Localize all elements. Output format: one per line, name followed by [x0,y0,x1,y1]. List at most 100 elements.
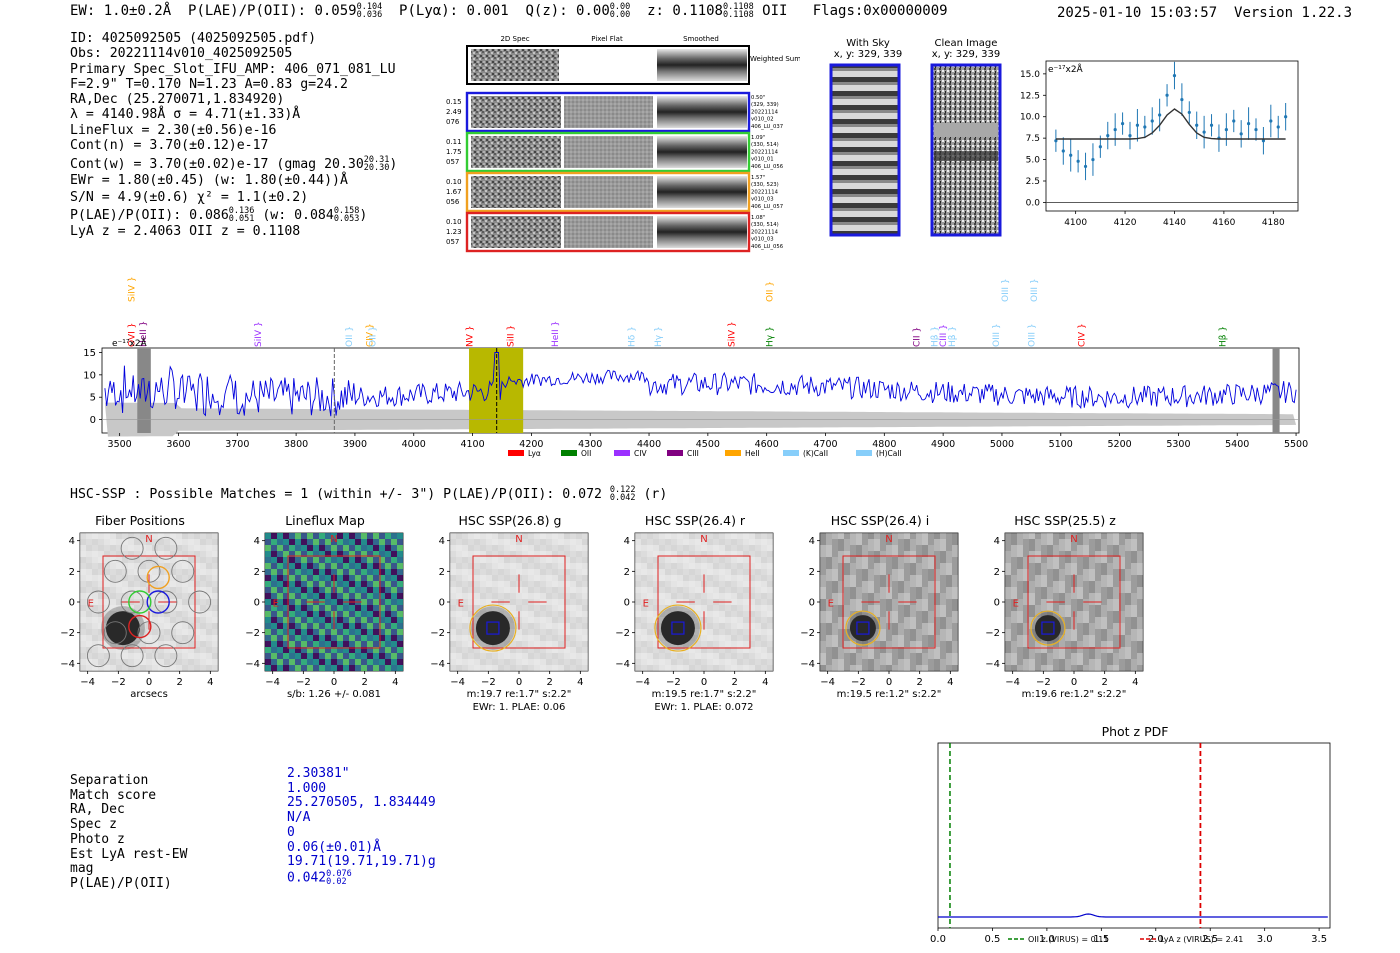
with-sky-xy: x, y: 329, 339 [833,49,903,60]
hsc-pixel [1005,659,1011,665]
match-label-plae: P(LAE)/P(OII) [70,875,172,891]
zoom-ytick-label: 12.5 [1020,91,1040,101]
hsc-caption-2: EWr: 1. PLAE: 0.072 [654,702,753,713]
hsc-pixel [158,635,164,641]
hsc-fiber-square [486,621,500,635]
hsc-pixel [904,629,910,635]
hsc-pixel [946,617,952,623]
info-cont-n: Cont(n) = 3.70(±0.12)e-17 [70,138,269,154]
hsc-pixel [868,665,874,671]
hsc-pixel [564,641,570,647]
hsc-pixel [707,653,713,659]
hsc-pixel [892,539,898,545]
cutout-right-note: 1.09" [751,135,765,141]
hsc-pixel [838,575,844,581]
hsc-pixel [1083,665,1089,671]
hsc-pixel [946,587,952,593]
hsc-pixel [450,563,456,569]
hsc-pixel [98,545,104,551]
hsc-pixel [952,629,958,635]
hsc-pixel [707,539,713,545]
hsc-pixel [898,569,904,575]
hsc-pixel [1131,617,1137,623]
hsc-pixel [635,569,641,575]
hsc-pixel [713,575,719,581]
hsc-pixel [1113,539,1119,545]
hsc-pixel [725,605,731,611]
hsc-pixel [313,587,319,593]
hsc-pixel [1005,587,1011,593]
hsc-panel: HSC SSP(26.4) i N E 4 2 0 −2 −4 −4 −2 0 2 4 m:19.5 re… [800,513,980,732]
hsc-pixel [301,599,307,605]
hsc-pixel [1107,593,1113,599]
hsc-pixel [271,545,277,551]
zoom-data-point [1284,115,1288,119]
hsc-pixel [761,593,767,599]
hsc-pixel [158,659,164,665]
hsc-pixel [516,557,522,563]
cutout-right-note: 1.57" [751,175,765,181]
hsc-pixel [522,629,528,635]
hsc-pixel [379,623,385,629]
hsc-pixel [1113,635,1119,641]
hsc-pixel [916,611,922,617]
hsc-pixel [934,611,940,617]
hsc-pixel [277,557,283,563]
hsc-pixel [1089,641,1095,647]
hsc-pixel [767,605,773,611]
hsc-pixel [683,659,689,665]
hsc-pixel [767,617,773,623]
hsc-pixel [1101,623,1107,629]
hsc-pixel [146,647,152,653]
hsc-pixel [1059,641,1065,647]
hsc-pixel [838,545,844,551]
hsc-pixel [80,659,86,665]
hsc-pixel [1023,623,1029,629]
hsc-pixel [1059,587,1065,593]
hsc-pixel [265,539,271,545]
hsc-pixel [1053,581,1059,587]
hsc-pixel [397,605,403,611]
hsc-pixel [868,545,874,551]
hsc-pixel [456,551,462,557]
hsc-pixel [516,629,522,635]
hsc-pixel [397,569,403,575]
hsc-pixel [349,605,355,611]
hsc-pixel [474,539,480,545]
hsc-pixel [850,563,856,569]
hsc-pixel [86,587,92,593]
hsc-pixel [856,557,862,563]
hsc-pixel [713,629,719,635]
hsc-pixel [820,647,826,653]
hsc-pixel [1047,575,1053,581]
hsc-caption-2: EWr: 1. PLAE: 0.06 [473,702,566,713]
hsc-pixel [1017,545,1023,551]
hsc-pixel [146,545,152,551]
hsc-pixel [1101,587,1107,593]
hsc-pixel [1077,563,1083,569]
hsc-pixel [749,659,755,665]
hsc-pixel [701,551,707,557]
hsc-pixel [1077,629,1083,635]
hsc-pixel [510,563,516,569]
hsc-pixel [552,599,558,605]
hsc-pixel [1065,533,1071,539]
hsc-pixel [1107,641,1113,647]
hsc-pixel [719,593,725,599]
zoom-data-point [1069,153,1073,157]
hsc-pixel [641,659,647,665]
hsc-pixel [862,605,868,611]
hsc-pixel [635,575,641,581]
match-label-photoz: Photo z [70,831,125,847]
hsc-pixel [337,533,343,539]
hsc-pixel [462,653,468,659]
hsc-pixel [671,605,677,611]
hsc-pixel [922,581,928,587]
hsc-pixel [313,605,319,611]
hsc-pixel [361,647,367,653]
hsc-pixel [743,617,749,623]
hsc-pixel [397,593,403,599]
hsc-pixel [468,659,474,665]
hsc-xtick-label: 4 [392,677,398,688]
hsc-pixel [904,653,910,659]
